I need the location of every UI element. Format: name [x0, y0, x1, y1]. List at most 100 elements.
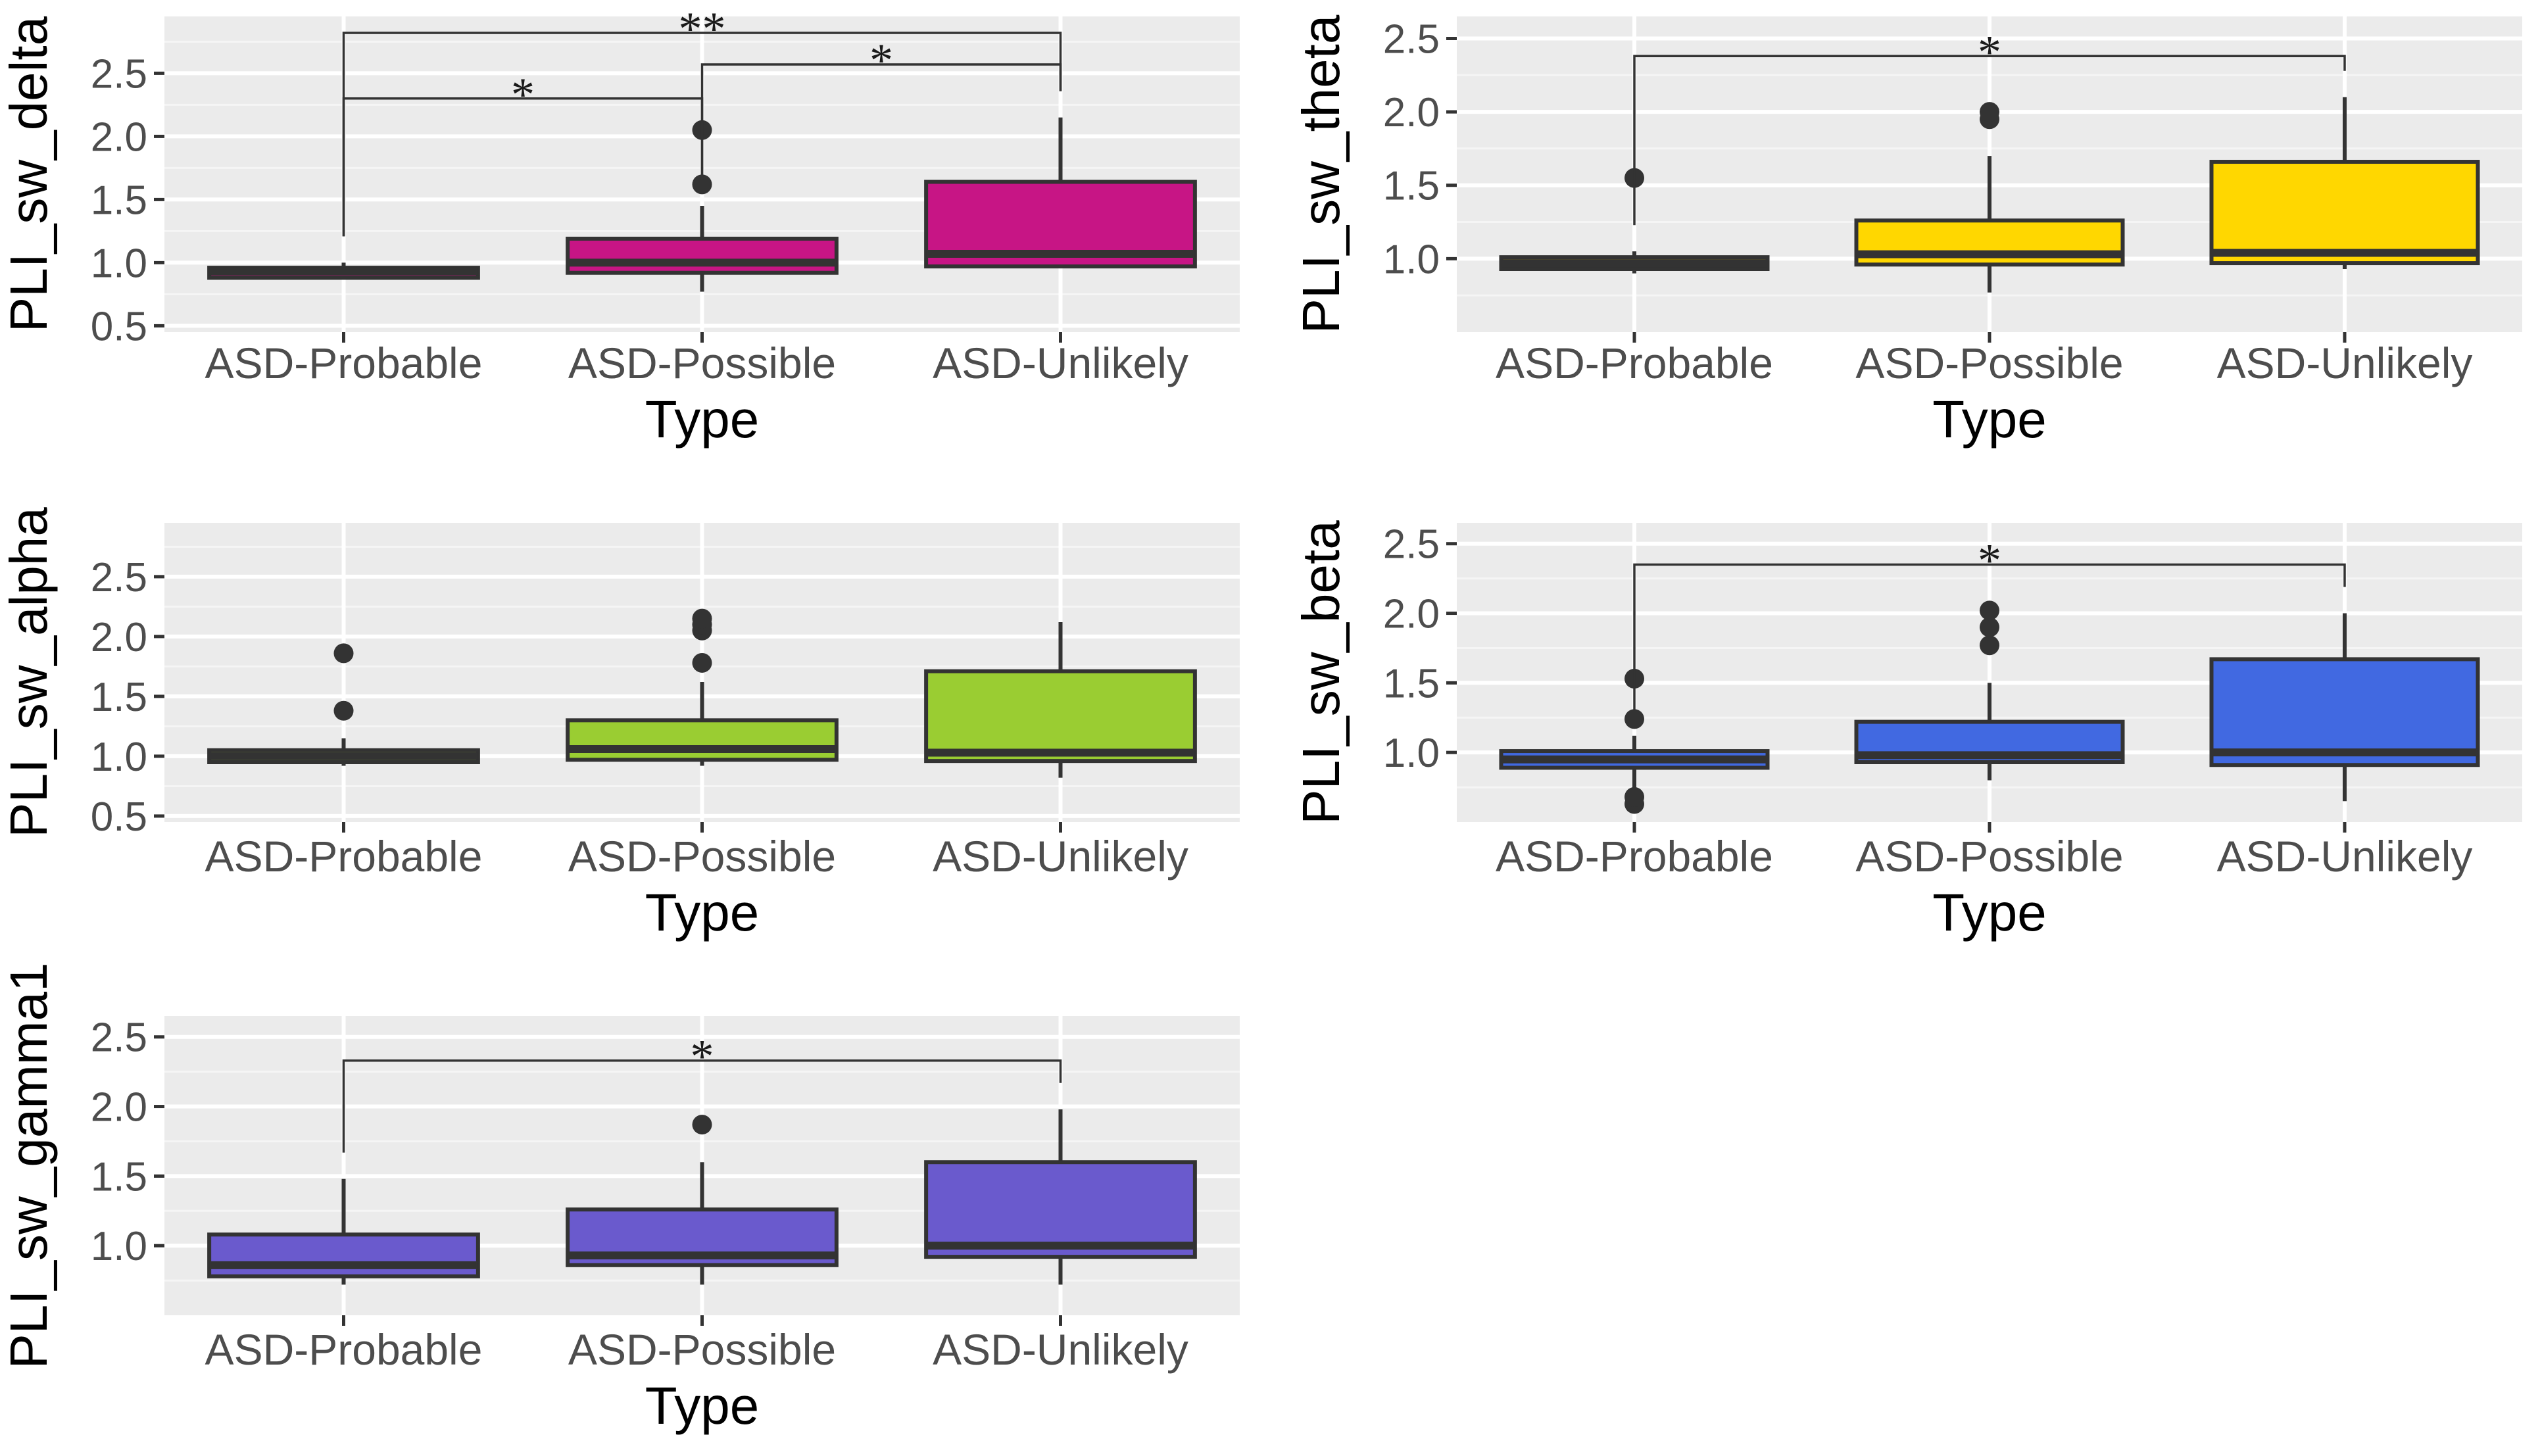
y-tick-label: 1.0	[1383, 731, 1440, 776]
outlier-point	[1980, 635, 1999, 656]
x-tick-label: ASD-Probable	[1496, 339, 1773, 387]
bracket-line	[1633, 55, 2346, 226]
iqr-box	[566, 718, 839, 762]
outlier-point	[1624, 709, 1644, 729]
box-ASD-Unlikely	[924, 622, 1197, 778]
box-ASD-Possible	[566, 608, 839, 766]
iqr-box	[2209, 160, 2480, 266]
y-tick-label: 0.5	[91, 794, 147, 840]
significance-bracket: **	[342, 3, 1062, 237]
significance-bracket: *	[1633, 534, 2346, 710]
y-tick-label: 2.5	[1383, 16, 1440, 62]
box-ASD-Probable	[207, 1178, 480, 1285]
y-tick-label: 2.0	[91, 615, 147, 660]
x-axis-title: Type	[645, 390, 759, 449]
x-tick-label: ASD-Unlikely	[2217, 339, 2473, 387]
significance-label: **	[679, 3, 726, 55]
iqr-box	[2209, 657, 2480, 767]
bracket-line	[342, 1059, 1062, 1153]
outlier-point	[1980, 617, 1999, 637]
y-tick-label: 1.0	[1383, 237, 1440, 282]
y-tick-label: 1.0	[91, 241, 147, 286]
iqr-box	[207, 1232, 480, 1278]
y-tick-label: 2.0	[1383, 592, 1440, 637]
iqr-box	[924, 669, 1197, 764]
y-tick-label: 1.5	[91, 675, 147, 720]
chart-panel-4: 1.0 1.5 2.0 2.5 ASD-Probable ASD-Possible ASD-…	[1292, 520, 2522, 942]
x-tick-label: ASD-Unlikely	[933, 832, 1188, 881]
y-tick-label: 2.5	[91, 1015, 147, 1061]
significance-label: *	[1978, 26, 2001, 78]
x-axis-title: Type	[1932, 883, 2046, 942]
x-tick-label: ASD-Possible	[568, 339, 836, 387]
x-tick-label: ASD-Unlikely	[2217, 832, 2473, 881]
y-tick-label: 2.5	[91, 555, 147, 600]
y-tick-label: 1.0	[91, 1224, 147, 1269]
x-tick-label: ASD-Unlikely	[933, 1325, 1188, 1374]
x-axis-title: Type	[1932, 390, 2046, 449]
y-tick-label: 0.5	[91, 304, 147, 349]
significance-label: *	[691, 1031, 714, 1083]
box-ASD-Probable	[1499, 669, 1770, 814]
box-ASD-Probable	[1499, 168, 1770, 274]
y-axis-title: PLI_sw_alpha	[0, 507, 58, 838]
outlier-point	[1624, 787, 1644, 807]
outlier-point	[333, 700, 354, 721]
box-ASD-Probable	[207, 262, 480, 280]
chart-panel-3: 0.5 1.0 1.5 2.0 2.5 ASD-Probable ASD-Possible A…	[0, 507, 1240, 942]
y-axis-title: PLI_sw_gamma1	[0, 962, 58, 1369]
y-tick-label: 2.0	[91, 114, 147, 160]
y-axis-title: PLI_sw_beta	[1292, 520, 1350, 825]
x-tick-label: ASD-Probable	[205, 1325, 483, 1374]
outlier-point	[692, 652, 712, 673]
x-axis-title: Type	[645, 1376, 759, 1435]
chart-panel-2: 1.0 1.5 2.0 2.5 ASD-Probable ASD-Possible ASD-…	[1292, 14, 2522, 449]
outlier-point	[692, 608, 712, 629]
significance-label: *	[511, 68, 535, 121]
box-ASD-Unlikely	[2209, 613, 2480, 802]
outlier-point	[1980, 600, 1999, 621]
outlier-point	[333, 643, 354, 664]
chart-panel-1: 0.5 1.0 1.5 2.0 2.5 ASD-Probable ASD-Possible A…	[0, 3, 1240, 449]
y-tick-label: 1.0	[91, 735, 147, 780]
x-tick-label: ASD-Possible	[1855, 339, 2123, 387]
y-axis-title: PLI_sw_theta	[1292, 14, 1350, 333]
outlier-point	[692, 1115, 712, 1135]
y-tick-label: 1.5	[1383, 164, 1440, 209]
x-tick-label: ASD-Possible	[568, 1325, 836, 1374]
y-tick-label: 1.5	[91, 178, 147, 223]
significance-label: *	[1978, 534, 2001, 587]
y-tick-label: 2.5	[1383, 522, 1440, 568]
significance-bracket: *	[342, 1031, 1062, 1153]
chart-panel-5: 1.0 1.5 2.0 2.5 ASD-Probable ASD-Possible ASD-…	[0, 962, 1240, 1435]
box-ASD-Possible	[1854, 600, 2125, 781]
y-tick-label: 2.0	[1383, 90, 1440, 135]
x-tick-label: ASD-Probable	[1496, 832, 1773, 881]
box-ASD-Unlikely	[924, 117, 1197, 269]
box-ASD-Possible	[1854, 102, 2125, 293]
iqr-box	[566, 236, 839, 275]
x-tick-label: ASD-Possible	[1855, 832, 2123, 881]
y-tick-label: 2.5	[91, 51, 147, 97]
iqr-box	[924, 1160, 1197, 1259]
x-axis-title: Type	[645, 883, 759, 942]
significance-label: *	[869, 34, 893, 87]
outlier-point	[692, 174, 712, 195]
x-tick-label: ASD-Unlikely	[933, 339, 1188, 387]
box-ASD-Unlikely	[2209, 97, 2480, 269]
box-ASD-Possible	[566, 1115, 839, 1285]
box-ASD-Probable	[207, 643, 480, 766]
bracket-line	[342, 32, 1062, 237]
significance-bracket: *	[1633, 26, 2346, 226]
y-tick-label: 1.5	[1383, 661, 1440, 706]
y-axis-title: PLI_sw_delta	[0, 16, 58, 332]
box-ASD-Possible	[566, 120, 839, 292]
y-tick-label: 2.0	[91, 1085, 147, 1130]
bracket-line	[1633, 563, 2346, 710]
x-tick-label: ASD-Probable	[205, 832, 483, 881]
y-tick-label: 1.5	[91, 1154, 147, 1200]
outlier-point	[1980, 102, 1999, 122]
box-ASD-Unlikely	[924, 1109, 1197, 1285]
x-tick-label: ASD-Probable	[205, 339, 483, 387]
